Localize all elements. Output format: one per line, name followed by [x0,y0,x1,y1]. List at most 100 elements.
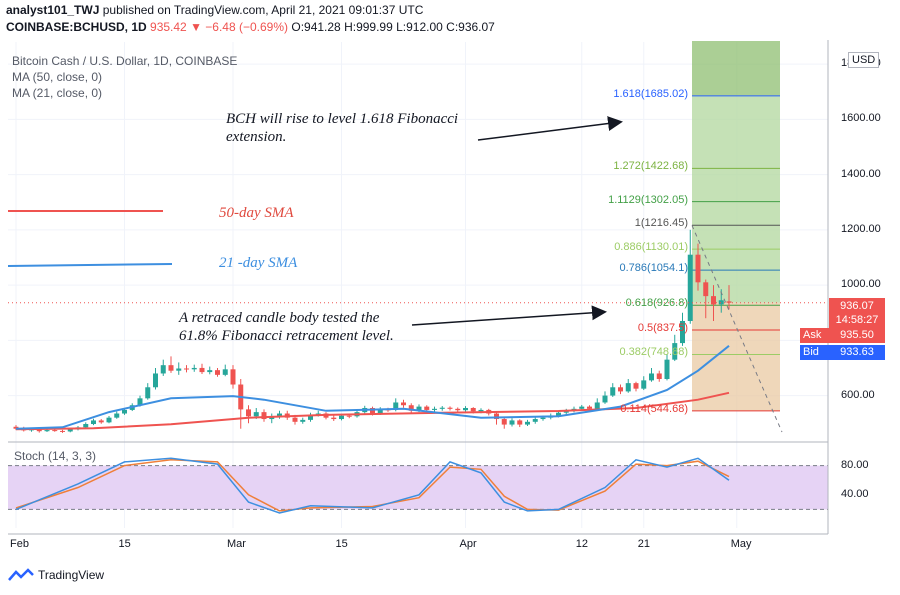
sma50-label: 50-day SMA [219,205,294,221]
grid-lines [8,42,828,528]
time-tick-label: 15 [335,538,348,550]
moving-averages [7,210,828,433]
price-tick-label: 1000.00 [841,278,881,291]
time-tick-label: Feb [10,538,29,550]
candle-body [207,370,213,373]
ma21-line [15,345,730,430]
candle-body [439,407,445,409]
annotation-retrace-line1: A retraced candle body tested the [179,310,380,326]
candle-body [695,254,701,283]
candle-body [199,367,205,373]
candle-body [432,408,437,410]
candle-body [168,365,174,371]
stoch-tick-label: 80.00 [841,458,869,471]
candle-body [447,407,453,409]
candle-body [424,406,430,410]
candle-body [470,407,476,412]
annotation-target: BCH will rise to level 1.618 Fibonacci ex… [226,110,458,146]
candle-body [277,413,282,417]
ohlc-values: O:941.28 H:999.99 L:912.00 C:936.07 [291,20,495,34]
candle-body [44,430,50,432]
time-tick-label: 12 [575,538,588,550]
candle-body [687,254,693,321]
time-tick-label: May [730,538,752,550]
time-tick-label: Apr [459,538,477,550]
candle-body [517,420,523,425]
candle-body [532,419,538,422]
candle-body [184,368,189,370]
candle-body [556,412,561,416]
candle-body [680,320,685,344]
fib-level-label: 0.618(926.8) [625,297,688,310]
candle-body [494,413,499,420]
fib-level-label: 0.382(748.88) [619,346,689,359]
candle-body [672,343,678,360]
countdown: 14:58:27 [835,314,879,326]
annotation-arrows [411,116,623,326]
candle-body [408,405,414,411]
bid-label: Bid [800,345,829,360]
projection-dashed-line [691,225,783,433]
projection-zones [692,41,780,411]
candle-body [633,383,639,389]
candle-body [91,420,96,425]
currency-button[interactable]: USD [848,52,880,68]
candle-body [292,417,298,422]
stoch-legend[interactable]: Stoch (14, 3, 3) [14,449,97,463]
legend-ma50[interactable]: MA (50, close, 0) [12,70,103,84]
candle-body [370,407,375,414]
fib-level-label: 1.1129(1302.05) [608,193,688,206]
fib-level-label: 1.272(1422.68) [613,160,688,173]
fib-level-label: 0.5(837.5) [637,321,688,334]
candle-body [308,414,313,420]
price-tick-label: 600.00 [841,388,875,401]
candle-body [215,370,220,375]
candle-body [222,369,228,375]
candle-body [587,406,592,409]
annotation-retrace-line2: 61.8% Fibonacci retracement level. [179,328,394,344]
legend-ma21[interactable]: MA (21, close, 0) [12,86,103,100]
candle-body [501,419,507,425]
candle-body [649,373,654,381]
candle-body [331,417,337,420]
ask-price-tag: 935.50 [829,328,885,343]
target-zone-top [692,41,780,96]
bid-price-tag: 933.63 [829,345,885,360]
last-price-tag: 936.07 14:58:27 [829,298,885,328]
time-tick-label: 15 [118,538,131,550]
axes-frame [8,40,829,535]
brand-name: TradingView [38,568,105,582]
candle-body [718,300,724,305]
candle-body [664,359,670,379]
stoch-band [8,465,828,510]
time-tick-label: 21 [637,538,650,550]
candle-body [393,402,399,410]
candle-body [525,421,530,425]
candle-body [478,409,484,412]
candle-body [122,409,127,414]
fibonacci-lines [692,95,780,412]
fib-level-label: 1(1216.45) [634,217,688,230]
price-change: ▼ −6.48 (−0.69%) [190,20,289,34]
candle-body [83,424,89,428]
candle-body [60,430,65,432]
candle-body [618,387,623,392]
candle-body [339,415,344,420]
candle-body [230,369,236,385]
tradingview-icon [8,568,34,581]
tradingview-logo[interactable]: TradingView [8,568,104,582]
candle-body [711,296,716,305]
target-zone [692,95,780,303]
candle-body [300,419,306,422]
candle-body [579,406,585,409]
candle-body [641,380,647,389]
author[interactable]: analyst101_TWJ [6,3,100,17]
stop-zone [692,302,780,411]
time-tick-label: Mar [227,538,246,550]
stoch-d-line [15,459,730,512]
publish-info: published on TradingView.com, April 21, … [99,3,424,17]
candle-body [346,415,352,417]
fib-level-label: 1.618(1685.02) [613,87,688,100]
candle-body [246,409,251,417]
annotation-target-line1: BCH will rise to level 1.618 Fibonacci [226,111,459,127]
